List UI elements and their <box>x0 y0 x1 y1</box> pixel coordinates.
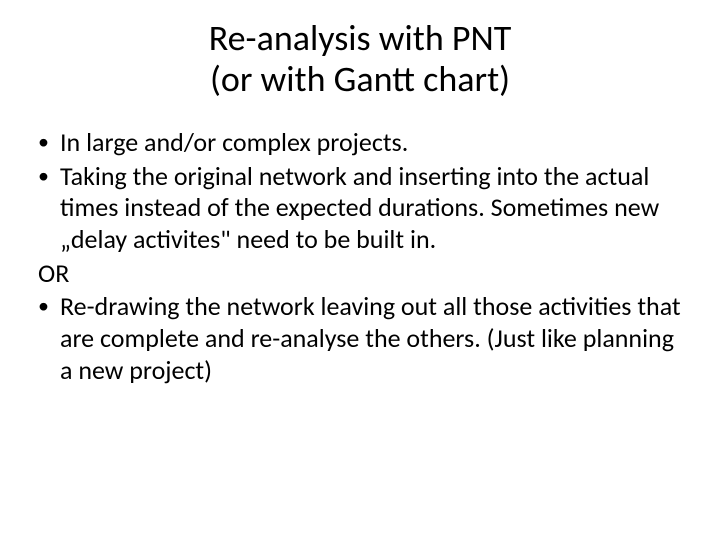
bullet-marker-icon: • <box>34 127 60 158</box>
or-separator: OR <box>34 258 690 290</box>
slide-body: • In large and/or complex projects. • Ta… <box>30 127 690 387</box>
bullet-marker-icon: • <box>34 161 60 192</box>
slide-title: Re-analysis with PNT (or with Gantt char… <box>30 18 690 101</box>
slide-container: Re-analysis with PNT (or with Gantt char… <box>0 0 720 540</box>
bullet-item: • Re-drawing the network leaving out all… <box>34 291 690 386</box>
title-line-2: (or with Gantt chart) <box>210 57 510 101</box>
bullet-text: In large and/or complex projects. <box>60 127 690 159</box>
bullet-marker-icon: • <box>34 291 60 322</box>
title-line-1: Re-analysis with PNT <box>209 16 512 60</box>
bullet-item: • In large and/or complex projects. <box>34 127 690 159</box>
bullet-text: Re-drawing the network leaving out all t… <box>60 291 690 386</box>
bullet-item: • Taking the original network and insert… <box>34 161 690 256</box>
bullet-text: Taking the original network and insertin… <box>60 161 690 256</box>
